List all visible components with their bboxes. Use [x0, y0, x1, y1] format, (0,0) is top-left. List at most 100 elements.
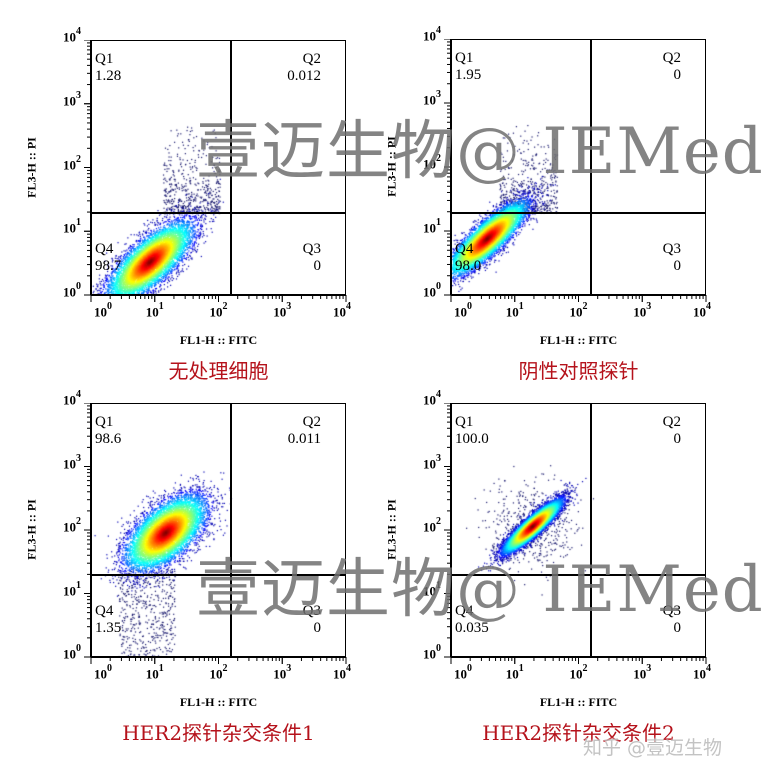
- quadrant-gate-horizontal[interactable]: [92, 212, 345, 214]
- y-tick-label: 101: [63, 217, 81, 236]
- x-tick-label: 103: [633, 301, 652, 320]
- y-tick-label: 100: [423, 643, 441, 662]
- x-axis-label: FL1-H :: FITC: [539, 695, 618, 709]
- q3-value: 0: [673, 258, 682, 274]
- panel-caption: 阴性对照探针: [518, 359, 639, 383]
- axis-tick-marks: [84, 403, 347, 664]
- q2-value: 0: [673, 67, 682, 83]
- x-tick-label: 102: [209, 301, 228, 320]
- panel-caption: HER2探针杂交条件2: [482, 721, 675, 745]
- q3-label: Q3 0: [302, 603, 322, 636]
- q4-value: 1.35: [95, 620, 122, 636]
- x-tick-label: 101: [505, 301, 524, 320]
- q2-value: 0: [673, 431, 682, 447]
- y-tick-label: 102: [63, 153, 81, 172]
- density-scatter: [92, 41, 345, 294]
- quadrant-gate-vertical[interactable]: [590, 40, 592, 294]
- plot-area: Q1 1.95 Q2 0 Q4 98.0 Q3 0: [451, 39, 706, 295]
- axis-tick-marks: [84, 40, 347, 302]
- x-tick-label: 100: [454, 663, 472, 682]
- panel-caption: HER2探针杂交条件1: [122, 721, 315, 745]
- q3-label: Q3 0: [662, 241, 682, 274]
- y-tick-label: 103: [423, 89, 441, 108]
- q1-value: 1.95: [455, 67, 482, 83]
- y-tick-label: 100: [63, 643, 81, 662]
- x-tick-label: 100: [94, 663, 112, 682]
- y-tick-label: 101: [63, 579, 81, 598]
- q1-label: Q1 98.6: [95, 414, 122, 447]
- q3-label: Q3 0: [302, 241, 322, 274]
- plot-area: Q1 98.6 Q2 0.011 Q4 1.35 Q3 0: [91, 403, 346, 657]
- flow-panel-4: Q1 100.0 Q2 0 Q4 0.035 Q3 0 100 101 102 103 104 1…: [360, 363, 741, 751]
- panel-caption: 无处理细胞: [168, 359, 269, 383]
- x-tick-label: 104: [693, 663, 711, 682]
- density-scatter: [452, 404, 705, 656]
- axis-tick-marks: [444, 403, 707, 664]
- q3-value: 0: [313, 258, 322, 274]
- q1-value: 98.6: [95, 431, 122, 447]
- x-tick-label: 101: [505, 663, 524, 682]
- y-tick-label: 104: [423, 25, 441, 44]
- q1-label: Q1 1.95: [455, 50, 482, 83]
- y-axis-label: FL3-H :: PI: [24, 499, 39, 560]
- q2-label: Q2 0.011: [287, 414, 321, 447]
- y-tick-label: 102: [423, 516, 441, 535]
- x-axis-label: FL1-H :: FITC: [179, 695, 258, 709]
- x-tick-label: 101: [145, 301, 164, 320]
- y-tick-label: 101: [423, 579, 441, 598]
- x-tick-label: 103: [273, 663, 292, 682]
- q2-label: Q2 0.012: [287, 51, 321, 84]
- q4-label: Q4 0.035: [455, 603, 489, 636]
- plot-area: Q1 100.0 Q2 0 Q4 0.035 Q3 0: [451, 403, 706, 657]
- y-tick-label: 104: [63, 26, 81, 45]
- y-tick-label: 100: [423, 281, 441, 300]
- quadrant-gate-vertical[interactable]: [590, 404, 592, 656]
- y-axis-label: FL3-H :: PI: [384, 499, 399, 560]
- x-tick-label: 101: [145, 663, 164, 682]
- quadrant-gate-horizontal[interactable]: [92, 574, 345, 576]
- x-tick-label: 102: [209, 663, 228, 682]
- density-scatter: [452, 40, 705, 294]
- y-tick-label: 103: [63, 452, 81, 471]
- quadrant-gate-vertical[interactable]: [230, 404, 232, 656]
- q3-value: 0: [313, 620, 322, 636]
- flow-panel-1: Q1 1.28 Q2 0.012 Q4 98.7 Q3 0 100 101 102 103 10…: [0, 0, 381, 388]
- x-tick-label: 100: [94, 301, 112, 320]
- x-axis-label: FL1-H :: FITC: [179, 333, 258, 347]
- y-tick-label: 101: [423, 217, 441, 236]
- y-tick-label: 103: [63, 89, 81, 109]
- y-axis-label: FL3-H :: PI: [24, 136, 39, 198]
- y-tick-label: 104: [63, 389, 81, 408]
- q4-label: Q4 98.0: [455, 241, 482, 274]
- q2-value: 0.012: [287, 68, 321, 84]
- x-tick-label: 104: [693, 301, 711, 320]
- density-scatter: [92, 404, 345, 656]
- y-tick-label: 103: [423, 452, 441, 471]
- y-tick-label: 104: [423, 389, 441, 408]
- quadrant-gate-horizontal[interactable]: [452, 574, 705, 576]
- flow-panel-3: Q1 98.6 Q2 0.011 Q4 1.35 Q3 0 100 101 102 103 10…: [0, 363, 381, 751]
- y-tick-label: 102: [63, 516, 81, 535]
- axis-tick-marks: [444, 39, 707, 302]
- x-tick-label: 103: [633, 663, 652, 682]
- q1-label: Q1 100.0: [455, 414, 489, 447]
- q4-value: 0.035: [455, 620, 489, 636]
- flow-panel-2: Q1 1.95 Q2 0 Q4 98.0 Q3 0 100 101 102 103 104 100…: [360, 0, 741, 388]
- quadrant-gate-horizontal[interactable]: [452, 212, 705, 214]
- y-tick-label: 102: [423, 153, 441, 172]
- q2-value: 0.011: [287, 431, 321, 447]
- y-tick-label: 100: [63, 281, 81, 300]
- x-tick-label: 102: [569, 663, 588, 682]
- q2-label: Q2 0: [662, 414, 682, 447]
- quadrant-gate-vertical[interactable]: [230, 41, 232, 294]
- x-tick-label: 102: [569, 301, 588, 320]
- q4-value: 98.0: [455, 258, 482, 274]
- q1-label: Q1 1.28: [95, 51, 122, 84]
- zhihu-watermark: 知乎 @壹迈生物: [583, 737, 723, 759]
- y-axis-label: FL3-H :: PI: [384, 136, 399, 197]
- plot-area: Q1 1.28 Q2 0.012 Q4 98.7 Q3 0: [91, 40, 346, 295]
- x-tick-label: 103: [273, 301, 292, 320]
- q2-label: Q2 0: [662, 50, 682, 83]
- x-tick-label: 104: [333, 301, 351, 320]
- q4-label: Q4 98.7: [95, 241, 122, 274]
